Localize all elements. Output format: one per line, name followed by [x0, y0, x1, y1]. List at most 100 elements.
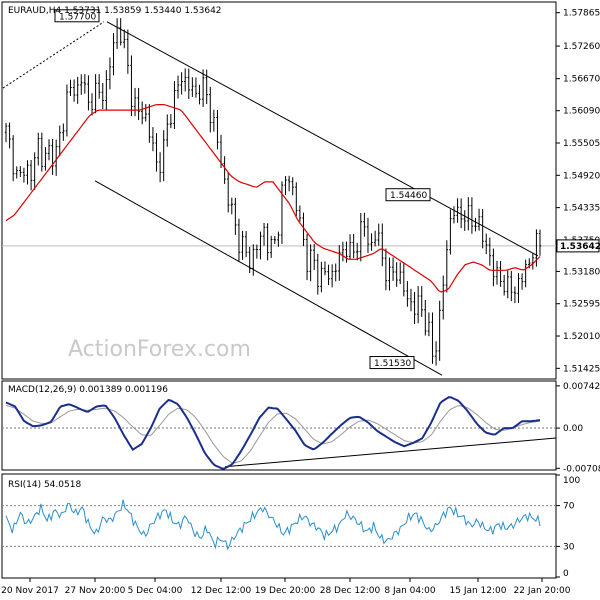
time-tick-label: 20 Nov 2017	[1, 586, 59, 596]
candle	[8, 122, 11, 149]
candle	[356, 242, 359, 261]
candle	[115, 18, 119, 49]
candle	[384, 248, 388, 291]
annotation-label: 1.57700	[59, 12, 96, 22]
channel-upper-line	[106, 21, 539, 257]
candle	[449, 209, 452, 255]
current-price-label: 1.53642	[560, 242, 600, 252]
candle	[341, 241, 345, 262]
rsi-panel-frame	[1, 473, 557, 579]
candle	[345, 241, 348, 263]
rsi-tick-label: 100	[563, 476, 580, 486]
candle	[427, 312, 431, 337]
candle	[406, 281, 409, 307]
candle	[187, 68, 190, 99]
candle	[377, 223, 380, 246]
candle	[538, 229, 542, 256]
candle	[313, 244, 316, 270]
candle	[4, 122, 8, 143]
candle	[237, 218, 241, 262]
candle	[252, 244, 255, 276]
macd-header: MACD(12,26,9) 0.001389 0.001196	[8, 385, 168, 395]
candle	[51, 138, 54, 175]
time-tick-label: 27 Nov 20:00	[65, 586, 126, 596]
price-axis: 1.57865 1.57260 1.56670 1.56090 1.55505 1.549…	[556, 9, 600, 374]
candle	[266, 223, 269, 261]
moving-average-line	[5, 104, 541, 293]
candle	[373, 230, 377, 247]
candle	[452, 206, 456, 224]
candle	[338, 245, 341, 281]
candle	[76, 76, 79, 104]
rsi-tick-label: 0	[563, 569, 569, 579]
price-tick-label: 1.52010	[563, 332, 600, 342]
candle	[180, 72, 183, 95]
candle	[183, 68, 187, 92]
candle	[506, 270, 509, 299]
candle	[330, 264, 334, 288]
candle	[517, 273, 520, 303]
candle	[162, 130, 165, 182]
candle	[201, 69, 205, 107]
annotation-box	[54, 9, 100, 23]
price-annotations: 1.57700 1.54460 1.51530	[54, 9, 431, 370]
candle	[438, 300, 441, 361]
candle	[87, 75, 90, 111]
candle	[19, 166, 22, 178]
price-annotation: 1.57700	[54, 9, 100, 23]
price-annotation: 1.51530	[369, 356, 415, 370]
candle	[524, 259, 527, 288]
candle	[173, 81, 176, 130]
candle	[388, 257, 391, 291]
price-header: EURAUD,H4 1.53731 1.53859 1.53440 1.5364…	[8, 6, 222, 16]
candle	[316, 253, 319, 295]
rsi-tick-label: 30	[563, 542, 575, 552]
candle	[255, 244, 259, 259]
candle	[477, 208, 481, 231]
candle	[481, 208, 484, 249]
time-tick-label: 12 Dec 12:00	[191, 586, 252, 596]
candle	[194, 77, 198, 98]
candle	[169, 114, 173, 129]
time-tick-label: 28 Dec 12:00	[320, 586, 381, 596]
price-tick-label: 1.57260	[563, 42, 600, 52]
candle	[320, 261, 323, 293]
candle	[424, 299, 427, 336]
candle	[101, 82, 104, 110]
candle	[366, 217, 370, 253]
candle	[112, 33, 115, 76]
price-annotation: 1.54460	[385, 188, 431, 202]
annotation-box	[369, 356, 415, 370]
price-panel-frame	[1, 1, 557, 380]
candle	[155, 133, 158, 172]
candle	[363, 212, 366, 237]
candle	[198, 84, 201, 105]
candle	[416, 286, 420, 324]
candle	[520, 273, 524, 290]
candle	[359, 212, 363, 262]
candle	[72, 79, 76, 102]
macd-signal-line	[5, 404, 541, 464]
candle	[323, 261, 327, 276]
candle	[40, 132, 44, 172]
rsi-gridlines	[2, 505, 556, 547]
candle	[44, 147, 47, 171]
annotation-label: 1.54460	[390, 191, 427, 201]
candle	[391, 257, 395, 281]
candle	[191, 77, 194, 98]
annotation-label: 1.51530	[374, 359, 411, 369]
macd-tick-label: 0.00	[563, 424, 583, 434]
macd-tick-label: -0.007081	[563, 464, 600, 474]
candle	[470, 197, 474, 234]
price-tick-label: 1.54335	[563, 204, 600, 214]
candle	[474, 217, 477, 232]
candle	[133, 87, 137, 117]
candle	[510, 270, 513, 302]
candle	[140, 101, 144, 125]
candle	[445, 240, 449, 293]
rsi-tick-label: 70	[563, 502, 575, 512]
candle	[151, 127, 155, 152]
price-tick-label: 1.52595	[563, 300, 600, 310]
candle	[230, 197, 233, 215]
candle	[223, 156, 226, 184]
